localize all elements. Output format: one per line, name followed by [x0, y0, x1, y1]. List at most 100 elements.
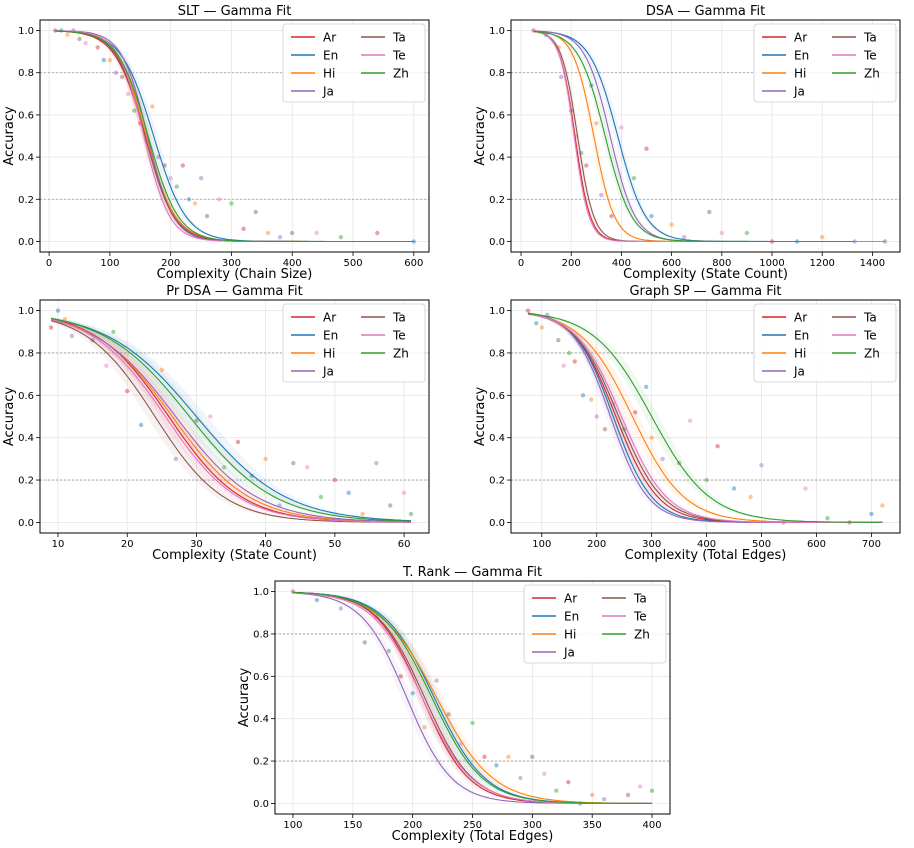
data-point: [401, 490, 407, 495]
fit-band-ja: [51, 318, 411, 522]
data-point: [374, 460, 379, 466]
data-point: [174, 184, 179, 189]
data-point: [113, 70, 119, 75]
fit-line-ja: [50, 319, 412, 523]
data-point: [65, 32, 70, 37]
x-tick-label: 800: [712, 258, 731, 269]
chart-title: T. Rank — Gamma Fit: [402, 565, 542, 580]
data-point: [362, 640, 367, 645]
chart-panel-5: 100 150 200 250 300 350 400 0.0 0.2 0.4 0.6 0.8 1.0 T…: [237, 565, 671, 844]
data-point: [386, 648, 391, 654]
data-point: [208, 414, 213, 419]
y-tick-label: 0.0: [253, 799, 269, 810]
legend-label-hi: Hi: [564, 628, 576, 642]
data-point: [559, 74, 564, 80]
fit-band-ta: [51, 318, 411, 523]
data-point: [375, 230, 380, 236]
x-tick-label: 400: [283, 258, 302, 269]
legend-box: [523, 584, 667, 664]
fit-band-ar: [51, 317, 411, 523]
data-point: [518, 775, 523, 781]
legend-label-zh: Zh: [393, 347, 409, 361]
data-point: [277, 235, 283, 240]
data-point: [338, 606, 343, 611]
x-tick-label: 300: [222, 258, 241, 269]
data-point: [194, 418, 199, 423]
data-point: [704, 477, 709, 483]
y-ticks: 0.0 0.2 0.4 0.6 0.8 1.0: [18, 306, 40, 529]
data-point: [649, 435, 654, 440]
y-tick-label: 1.0: [18, 26, 34, 37]
y-tick-label: 0.8: [489, 348, 505, 359]
data-point: [180, 163, 185, 168]
fit-line-zh: [55, 30, 414, 243]
data-point: [631, 176, 637, 181]
legend-label-hi: Hi: [323, 347, 335, 361]
axes-frame: [39, 19, 430, 253]
chart-panel-4: 100 200 300 400 500 600 700 0.0 0.2 0.4 0.6 0.8 1.0 G…: [473, 284, 901, 563]
x-tick-label: 500: [343, 258, 362, 269]
data-point: [539, 325, 544, 330]
legend-label-en: En: [794, 49, 809, 63]
y-ticks: 0.0 0.2 0.4 0.6 0.8 1.0: [18, 26, 40, 248]
data-point: [111, 329, 116, 334]
fit-bands: [51, 317, 411, 523]
legend-box: [753, 303, 897, 383]
data-point: [707, 209, 712, 215]
y-tick-label: 0.6: [489, 391, 505, 402]
x-tick-label: 200: [403, 820, 422, 831]
data-point: [602, 427, 608, 432]
data-point: [249, 473, 254, 478]
y-ticks: 0.0 0.2 0.4 0.6 0.8 1.0: [253, 587, 275, 810]
x-tick-label: 400: [697, 539, 716, 550]
y-tick-label: 0.0: [489, 518, 505, 529]
fit-lines: [55, 30, 414, 243]
data-point: [95, 45, 100, 50]
data-point: [159, 367, 164, 373]
x-tick-label: 200: [587, 539, 606, 550]
data-point: [494, 763, 499, 768]
x-tick-label: 30: [190, 539, 203, 550]
legend-label-ta: Ta: [863, 311, 877, 325]
x-tick-label: 500: [752, 539, 771, 550]
data-point: [589, 397, 594, 402]
data-point: [580, 393, 586, 398]
y-tick-label: 0.4: [489, 433, 505, 444]
x-tick-label: 50: [328, 539, 341, 550]
legend-label-ar: Ar: [794, 31, 807, 45]
legend-label-ta: Ta: [392, 31, 406, 45]
data-point: [567, 350, 572, 356]
legend-label-te: Te: [863, 49, 877, 63]
chart-title: DSA — Gamma Fit: [646, 4, 765, 19]
data-point: [687, 418, 693, 423]
data-point: [186, 197, 192, 202]
data-point: [566, 780, 571, 785]
data-point: [719, 230, 724, 236]
fit-lines: [292, 591, 652, 804]
fit-line-zh: [292, 591, 652, 804]
data-point: [55, 308, 61, 313]
x-ticks: 0 100 200 300 400 500 600: [46, 252, 423, 269]
data-point: [101, 57, 107, 63]
data-point: [594, 414, 599, 419]
legend-label-zh: Zh: [393, 67, 409, 81]
data-point: [649, 788, 655, 793]
x-tick-label: 60: [398, 539, 411, 550]
x-axis-label: Complexity (State Count): [623, 267, 788, 282]
legend-box: [753, 23, 897, 103]
data-point: [173, 456, 178, 462]
data-point: [198, 176, 204, 181]
x-tick-label: 600: [662, 258, 681, 269]
data-point: [561, 363, 566, 368]
x-tick-label: 10: [52, 539, 65, 550]
data-point: [104, 363, 109, 368]
data-point: [107, 57, 113, 63]
data-point: [168, 176, 173, 181]
x-tick-label: 400: [642, 820, 661, 831]
legend-label-ta: Ta: [633, 592, 647, 606]
y-tick-label: 0.8: [18, 68, 34, 79]
x-tick-label: 100: [100, 258, 119, 269]
data-point: [825, 516, 830, 521]
data-point: [530, 754, 535, 759]
